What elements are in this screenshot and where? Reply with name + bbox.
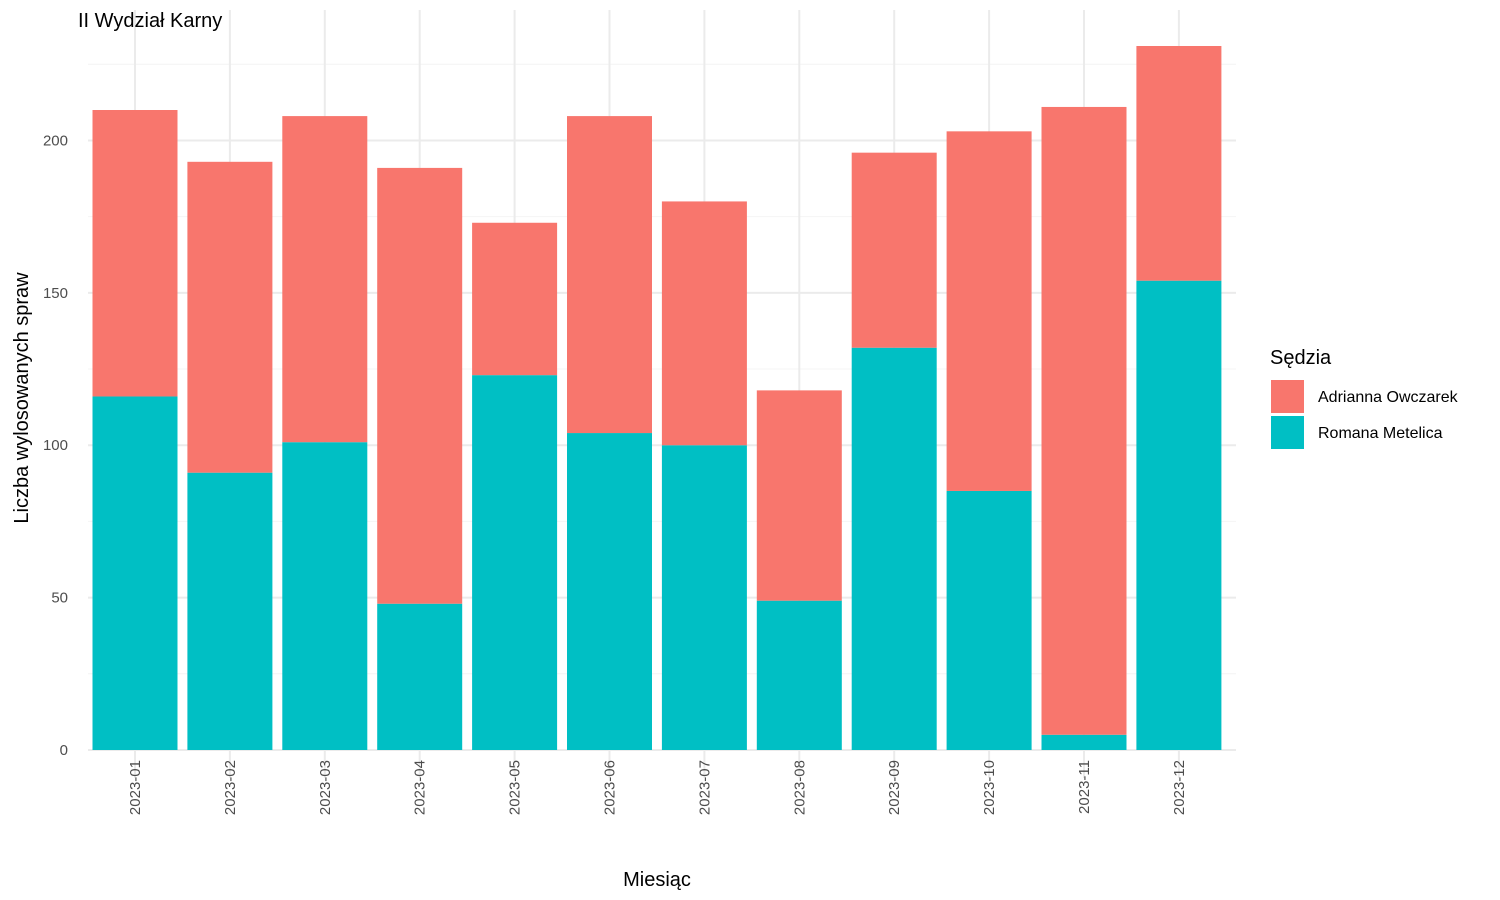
legend: Sędzia Adrianna Owczarek Romana Metelica — [1270, 347, 1459, 449]
bar-segment — [1136, 46, 1222, 281]
bar-segment — [92, 396, 178, 750]
bar-segment — [472, 222, 558, 376]
bar-segment — [946, 131, 1032, 491]
legend-label: Romana Metelica — [1318, 425, 1443, 442]
y-tick-label: 200 — [43, 132, 68, 149]
bar-segment — [377, 167, 463, 604]
x-tick-label: 2023-11 — [1076, 760, 1093, 814]
y-tick-label: 50 — [51, 590, 68, 607]
x-tick-label: 2023-03 — [317, 760, 334, 815]
x-tick-label: 2023-09 — [886, 760, 903, 815]
bar-segment — [1136, 280, 1222, 750]
bar-segment — [567, 433, 652, 750]
y-axis: 0 50 100 150 200 — [43, 132, 68, 759]
x-axis-title: Miesiąc — [623, 869, 691, 891]
x-tick-label: 2023-06 — [602, 760, 619, 815]
legend-swatch — [1271, 380, 1304, 413]
bar-segment — [1041, 106, 1127, 735]
bar-segment — [851, 152, 937, 348]
bar-segment — [92, 110, 178, 397]
bar-segment — [661, 445, 747, 750]
bar-segment — [1041, 734, 1127, 750]
chart-title: II Wydział Karny — [78, 10, 222, 32]
x-tick-label: 2023-02 — [222, 760, 239, 815]
bar-segment — [661, 201, 747, 446]
x-axis: 2023-01 2023-02 2023-03 2023-04 2023-05 2023-… — [127, 760, 1188, 815]
y-tick-label: 150 — [43, 285, 68, 302]
bar-segment — [851, 347, 937, 750]
y-tick-label: 100 — [43, 437, 68, 454]
x-tick-label: 2023-12 — [1171, 760, 1188, 815]
x-tick-label: 2023-07 — [696, 760, 713, 815]
legend-label: Adrianna Owczarek — [1318, 389, 1459, 406]
bar-segment — [946, 490, 1032, 750]
x-tick-label: 2023-05 — [507, 760, 524, 815]
x-tick-label: 2023-01 — [127, 760, 144, 815]
bars — [92, 46, 1222, 750]
bar-segment — [756, 600, 842, 750]
bar-segment — [377, 603, 463, 750]
bar-segment — [187, 472, 273, 750]
y-axis-title: Liczba wylosowanych spraw — [11, 272, 33, 524]
bar-segment — [756, 390, 842, 601]
y-tick-label: 0 — [60, 742, 68, 759]
x-tick-label: 2023-08 — [791, 760, 808, 815]
legend-title: Sędzia — [1270, 347, 1332, 369]
x-tick-label: 2023-04 — [412, 760, 429, 815]
bar-segment — [282, 116, 368, 443]
legend-swatch — [1271, 416, 1304, 449]
bar-segment — [187, 161, 273, 473]
bar-segment — [472, 375, 558, 750]
x-tick-label: 2023-10 — [981, 760, 998, 815]
bar-segment — [567, 116, 652, 434]
bar-segment — [282, 442, 368, 750]
